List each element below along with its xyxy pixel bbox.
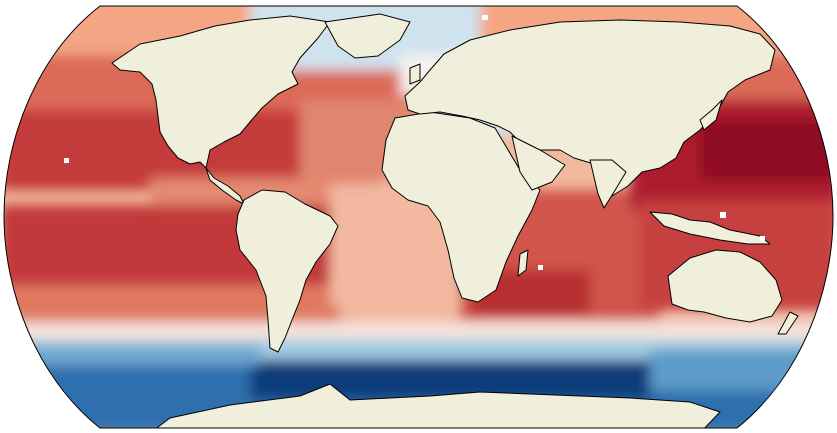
- land-antarctica: [149, 383, 721, 428]
- missing-cell: [482, 15, 488, 20]
- southern-ocean-west: [4, 345, 260, 365]
- land-japan: [699, 99, 723, 131]
- missing-cell: [760, 236, 765, 241]
- land-new-zealand: [777, 311, 799, 335]
- land-africa: [381, 111, 541, 303]
- land-uk: [409, 63, 421, 85]
- missing-cell: [538, 265, 543, 270]
- missing-data-cells: [64, 15, 765, 270]
- land-australia: [667, 249, 783, 323]
- land-eurasia: [404, 19, 776, 197]
- land-madagascar: [517, 249, 529, 277]
- southern-ocean-east: [650, 350, 833, 390]
- missing-cell: [720, 212, 726, 218]
- southern-transition: [4, 322, 833, 344]
- land-south-america: [235, 189, 339, 353]
- missing-cell: [64, 158, 69, 163]
- west-pacific-core: [700, 120, 833, 180]
- land-north-america: [111, 15, 331, 169]
- land-greenland: [324, 13, 411, 59]
- land-masses: [111, 13, 799, 428]
- land-arabia: [511, 135, 566, 191]
- land-india: [589, 159, 627, 209]
- map-frame: [3, 5, 834, 429]
